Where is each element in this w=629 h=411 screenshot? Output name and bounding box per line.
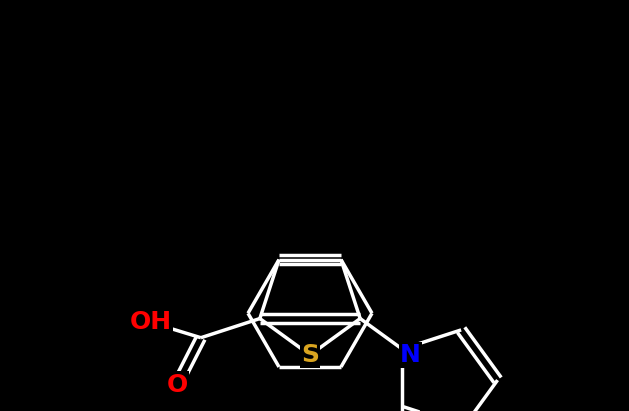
Text: OH: OH: [130, 310, 172, 334]
Text: N: N: [400, 343, 421, 367]
Text: S: S: [301, 343, 319, 367]
Text: O: O: [166, 373, 187, 397]
